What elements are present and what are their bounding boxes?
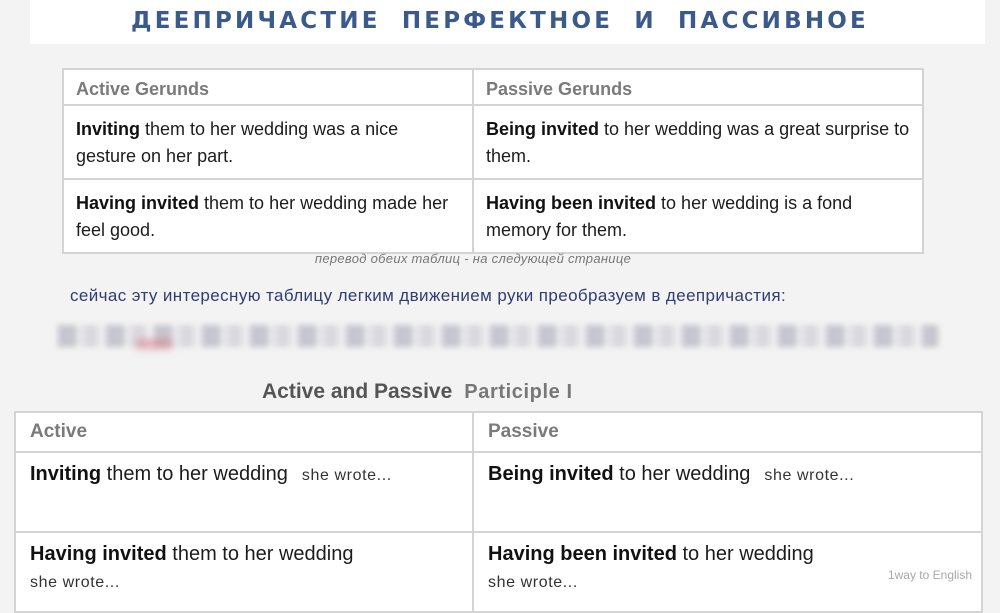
participle-active-text: them to her wedding xyxy=(166,543,354,565)
participle-active-bold: Inviting xyxy=(30,463,102,485)
gerund-active-cell: Inviting them to her wedding was a nice … xyxy=(62,104,474,180)
participle-heading-main: Active and Passive xyxy=(262,380,453,403)
title-band xyxy=(30,0,985,44)
passive-gerunds-header: Passive Gerunds xyxy=(472,68,924,106)
gerund-passive-text: to her wedding is a fond memory for them… xyxy=(486,193,853,240)
page-title: ДЕЕПРИЧАСТИЕ ПЕРФЕКТНОЕ И ПАССИВНОЕ xyxy=(131,8,869,34)
table-row: Having invited them to her wedding made … xyxy=(62,178,924,254)
transform-caption: сейчас эту интересную таблицу легким дви… xyxy=(70,286,787,305)
participle-passive-cell: Having been invited to her wedding she wr… xyxy=(472,531,983,613)
participle-passive-text: to her wedding xyxy=(613,463,751,485)
gerund-active-text: them to her wedding was a nice gesture o… xyxy=(76,119,399,166)
participle-passive-bold: Being invited xyxy=(488,463,614,485)
gerund-passive-cell: Being invited to her wedding was a great… xyxy=(472,104,924,180)
gerund-active-cell: Having invited them to her wedding made … xyxy=(62,178,474,254)
gerunds-table: Active Gerunds Passive Gerunds Inviting … xyxy=(62,68,924,254)
participle-passive-tail: she wrote... xyxy=(764,467,855,484)
gerunds-header-row: Active Gerunds Passive Gerunds xyxy=(62,68,924,106)
gerund-passive-text: to her wedding was a great surprise to t… xyxy=(486,119,910,166)
participle-active-tail: she wrote... xyxy=(301,467,392,484)
gerund-passive-bold: Having been invited xyxy=(486,193,657,213)
table-row: Inviting them to her wedding was a nice … xyxy=(62,104,924,180)
participle-active-tail: she wrote... xyxy=(30,574,120,591)
blurred-text-strip xyxy=(58,325,938,347)
active-gerunds-header: Active Gerunds xyxy=(62,68,474,106)
participle-active-bold: Having invited xyxy=(30,543,167,565)
watermark: 1way to English xyxy=(887,568,972,582)
participle-table: Active Passive Inviting them to her wedd… xyxy=(14,411,983,613)
participle-passive-cell: Being invited to her wedding she wrote... xyxy=(472,451,983,533)
gerund-active-bold: Inviting xyxy=(76,119,140,139)
participle-active-cell: Having invited them to her wedding she wr… xyxy=(14,531,474,613)
participle-passive-bold: Having been invited xyxy=(488,543,677,565)
table-row: Having invited them to her wedding she wr… xyxy=(14,531,983,613)
gerund-active-text: them to her wedding made her feel good. xyxy=(76,193,449,240)
participle-active-cell: Inviting them to her wedding she wrote... xyxy=(14,451,474,533)
participle-active-text: them to her wedding xyxy=(101,463,288,485)
gerund-passive-cell: Having been invited to her wedding is a … xyxy=(472,178,924,254)
translation-note: перевод обеих таблиц - на следующей стра… xyxy=(314,251,632,266)
participle-passive-text: to her wedding xyxy=(676,543,814,565)
participle-heading: Active and Passive Participle I xyxy=(262,380,573,404)
participle-header-row: Active Passive xyxy=(14,411,983,453)
table-row: Inviting them to her wedding she wrote...… xyxy=(14,451,983,533)
gerund-passive-bold: Being invited xyxy=(486,119,600,139)
participle-passive-tail: she wrote... xyxy=(488,574,578,591)
gerund-active-bold: Having invited xyxy=(76,193,200,213)
passive-header: Passive xyxy=(472,411,983,453)
active-header: Active xyxy=(14,411,474,453)
participle-heading-sub: Participle I xyxy=(464,381,573,403)
